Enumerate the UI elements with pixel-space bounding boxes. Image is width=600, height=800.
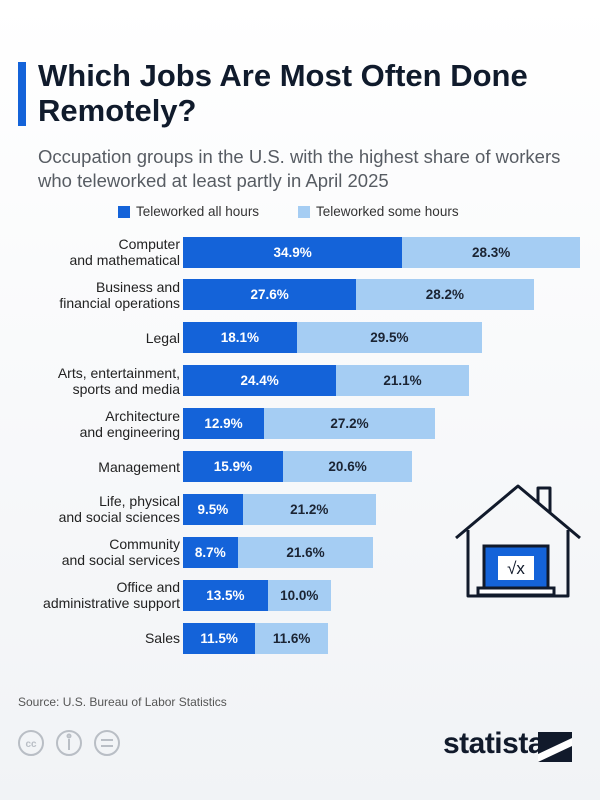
- chart-subtitle: Occupation groups in the U.S. with the h…: [38, 146, 561, 191]
- bar-segment: 21.1%: [336, 365, 469, 397]
- value-label: 21.6%: [286, 544, 325, 560]
- bar-segment: 11.5%: [183, 622, 256, 654]
- legend-swatch: [298, 205, 310, 218]
- house-icon: √x: [455, 484, 581, 598]
- bar-segment: 21.2%: [242, 493, 376, 525]
- bar-segment: 15.9%: [183, 451, 283, 482]
- logo-icon: [538, 732, 572, 762]
- license-icons: cc: [18, 730, 120, 756]
- bar-segment: 34.9%: [183, 236, 403, 268]
- legend-label: Teleworked some hours: [316, 204, 459, 219]
- bar-segment: 21.6%: [237, 536, 374, 568]
- category-label: Arts, entertainment, sports and media: [57, 364, 180, 397]
- value-label: 13.5%: [206, 587, 245, 603]
- bar-segment: 12.9%: [183, 408, 265, 440]
- value-label: 11.5%: [200, 630, 238, 646]
- value-label: 10.0%: [280, 587, 319, 603]
- value-label: 11.6%: [272, 630, 311, 646]
- bar-segment: 28.3%: [402, 236, 580, 268]
- bar-segment: 18.1%: [183, 322, 297, 354]
- chart-title: Which Jobs Are Most Often Done Remotely?: [38, 58, 528, 128]
- legend-swatch: [118, 205, 130, 218]
- category-label: Management: [98, 458, 180, 475]
- value-label: 29.5%: [370, 330, 409, 346]
- category-label: Legal: [145, 329, 180, 346]
- bar-segment: 27.2%: [264, 408, 435, 440]
- bar-segment: 27.6%: [183, 279, 357, 311]
- value-label: 15.9%: [213, 459, 253, 474]
- value-label: 34.9%: [273, 244, 312, 260]
- value-label: 21.2%: [290, 501, 329, 517]
- value-label: 28.2%: [425, 287, 465, 303]
- category-label: Business and financial operations: [59, 278, 180, 311]
- bar-segment: 24.4%: [183, 365, 337, 397]
- value-label: 27.6%: [250, 287, 289, 303]
- svg-text:cc: cc: [25, 739, 37, 750]
- legend-item: Teleworked all hours: [118, 204, 259, 219]
- category-label: Sales: [144, 630, 180, 647]
- value-label: 28.3%: [471, 244, 511, 260]
- value-label: 18.1%: [220, 330, 259, 346]
- bar-segment: 8.7%: [183, 536, 238, 568]
- value-label: 27.2%: [330, 416, 369, 432]
- bar-segment: 13.5%: [183, 579, 268, 611]
- bar-segment: 20.6%: [282, 451, 413, 482]
- value-label: 8.7%: [194, 544, 226, 560]
- value-label: 9.5%: [197, 501, 229, 517]
- category-label: Architecture and engineering: [79, 407, 180, 440]
- bar-segment: 29.5%: [296, 322, 482, 354]
- svg-text:√x: √x: [507, 559, 525, 578]
- bar-segment: 9.5%: [183, 493, 243, 525]
- bar-segment: 10.0%: [267, 579, 331, 611]
- source: Source: U.S. Bureau of Labor Statistics: [18, 695, 227, 709]
- category-label: Community and social services: [61, 536, 180, 569]
- value-label: 21.1%: [383, 373, 422, 389]
- category-label: Computer and mathematical: [69, 236, 180, 268]
- value-label: 12.9%: [204, 416, 243, 432]
- bar-segment: 28.2%: [356, 279, 534, 311]
- value-label: 24.4%: [240, 373, 279, 389]
- legend-item: Teleworked some hours: [298, 204, 459, 219]
- title-accent: [18, 62, 26, 126]
- value-label: 20.6%: [328, 459, 367, 474]
- brand-logo: statista: [442, 727, 545, 760]
- category-label: Office and administrative support: [43, 579, 180, 612]
- legend-label: Teleworked all hours: [136, 204, 260, 219]
- category-label: Life, physical and social sciences: [58, 493, 180, 526]
- bar-segment: 11.6%: [255, 622, 329, 654]
